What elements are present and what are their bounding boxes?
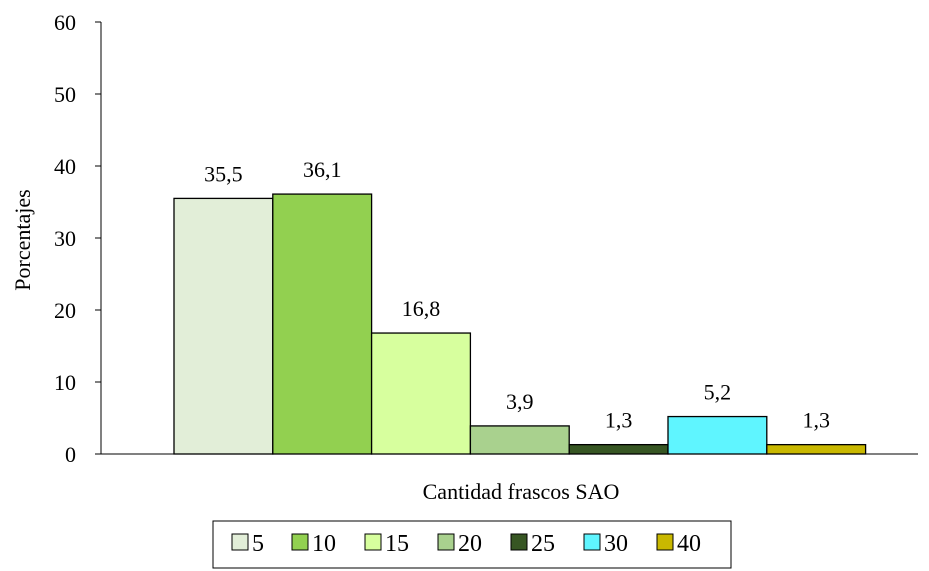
y-tick-label: 60 (54, 10, 76, 35)
legend-swatch-25 (510, 533, 528, 551)
data-label-30: 5,2 (704, 380, 732, 405)
legend-swatch-10 (291, 533, 309, 551)
y-tick-label: 30 (54, 226, 76, 251)
x-axis-title: Cantidad frascos SAO (423, 479, 620, 504)
data-label-5: 35,5 (204, 161, 243, 186)
bar-5 (173, 197, 274, 455)
y-axis-title: Porcentajes (10, 189, 35, 290)
legend-swatch-20 (437, 533, 455, 551)
legend-swatch-15 (364, 533, 382, 551)
legend-swatch-5 (231, 533, 249, 551)
legend-label-5: 5 (252, 531, 264, 557)
y-tick-label: 20 (54, 298, 76, 323)
legend-label-30: 30 (604, 531, 628, 557)
bar-10 (272, 193, 373, 455)
y-tick-label: 10 (54, 370, 76, 395)
bar-40 (766, 443, 867, 455)
legend-label-10: 10 (312, 531, 336, 557)
data-labels-group: 35,5 36,1 16,8 3,9 1,3 5,2 1,3 (204, 157, 830, 433)
bar-20 (469, 425, 570, 455)
data-label-20: 3,9 (506, 389, 534, 414)
bars-group (173, 193, 867, 455)
bar-25 (568, 443, 669, 455)
legend-label-25: 25 (531, 531, 555, 557)
bar-15 (370, 332, 472, 455)
data-label-25: 1,3 (605, 408, 633, 433)
data-label-10: 36,1 (303, 157, 342, 182)
legend-label-40: 40 (677, 531, 701, 557)
legend-label-20: 20 (458, 531, 482, 557)
y-tick-label: 0 (65, 442, 76, 467)
y-axis-ticks: 0 10 20 30 40 50 60 (54, 10, 101, 467)
bar-30 (667, 415, 768, 455)
legend-border (212, 520, 732, 569)
legend-swatch-40 (656, 533, 674, 551)
data-label-40: 1,3 (802, 408, 830, 433)
data-label-15: 16,8 (402, 296, 441, 321)
y-tick-label: 40 (54, 154, 76, 179)
legend: 5 10 15 20 25 30 40 (212, 520, 732, 569)
legend-swatch-30 (583, 533, 601, 551)
legend-label-15: 15 (385, 531, 409, 557)
y-tick-label: 50 (54, 82, 76, 107)
